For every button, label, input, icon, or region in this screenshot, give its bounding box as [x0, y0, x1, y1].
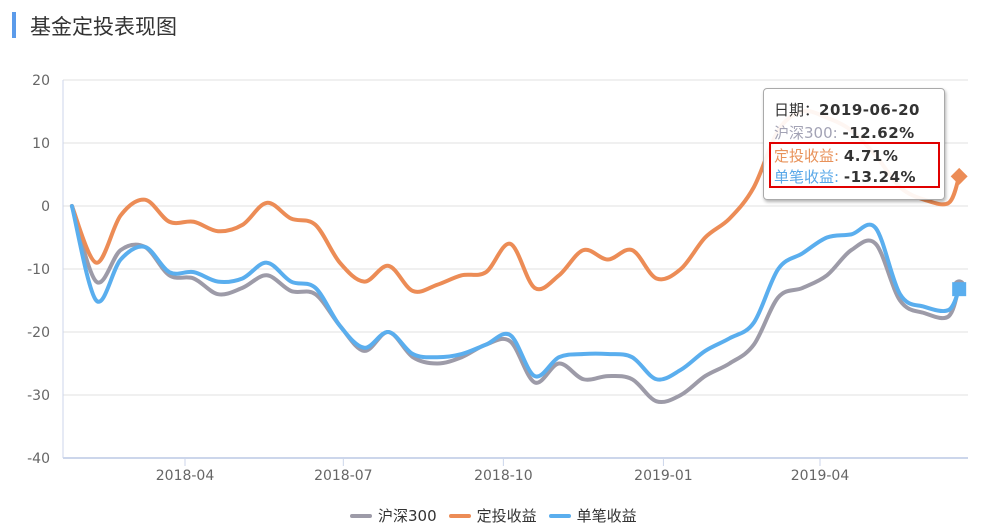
- legend-label-danbi: 单笔收益: [576, 507, 637, 525]
- chart-tooltip: 日期：2019-06-20 沪深300: -12.62% 定投收益: 4.71%…: [763, 88, 945, 200]
- tooltip-value-danbi: -13.24%: [843, 168, 917, 186]
- y-tick-label: 20: [32, 73, 50, 89]
- legend-label-dingtou: 定投收益: [476, 507, 537, 525]
- y-tick-label: -20: [27, 325, 50, 341]
- legend-item-danbi[interactable]: 单笔收益: [548, 505, 637, 526]
- tooltip-sep: :: [832, 124, 843, 142]
- x-tick-label: 2019-01: [634, 468, 693, 484]
- series-line-danbi: [69, 204, 962, 382]
- page-title: 基金定投表现图: [30, 15, 177, 39]
- x-tick-label: 2019-04: [791, 468, 850, 484]
- y-tick-label: -10: [27, 262, 50, 278]
- y-tick-label: 0: [41, 199, 50, 215]
- tooltip-value-hs300: -12.62%: [842, 124, 915, 142]
- title-accent-bar: [12, 12, 16, 38]
- x-tick-label: 2018-10: [474, 468, 533, 484]
- legend-item-hs300[interactable]: 沪深300: [350, 505, 437, 526]
- x-tick-label: 2018-07: [314, 468, 373, 484]
- tooltip-sep: :: [834, 168, 844, 186]
- series-line-hs300: [69, 204, 962, 405]
- y-tick-label: -40: [27, 451, 50, 467]
- tooltip-label-dingtou: 定投收益: [774, 147, 835, 165]
- tooltip-date-row: 日期：2019-06-20: [774, 99, 920, 120]
- x-tick-label: 2018-04: [156, 468, 215, 484]
- tooltip-value-dingtou: 4.71%: [843, 147, 899, 165]
- tooltip-row-dingtou: 定投收益: 4.71%: [774, 145, 898, 166]
- marker-square-danbi: [952, 282, 967, 297]
- tooltip-label-danbi: 单笔收益: [774, 168, 835, 186]
- legend-label-hs300: 沪深300: [378, 507, 437, 525]
- legend-item-dingtou[interactable]: 定投收益: [448, 505, 537, 526]
- legend-swatch-dingtou: [448, 513, 471, 518]
- tooltip-row-hs300: 沪深300: -12.62%: [774, 122, 915, 143]
- tooltip-date-label: 日期：: [774, 101, 820, 119]
- tooltip-date-value: 2019-06-20: [819, 101, 920, 119]
- y-tick-label: 10: [32, 136, 50, 152]
- legend-swatch-hs300: [350, 513, 372, 518]
- tooltip-sep: :: [834, 147, 844, 165]
- chart-legend: 沪深300 定投收益 单笔收益: [350, 505, 637, 526]
- tooltip-label-hs300: 沪深300: [774, 124, 833, 142]
- y-tick-label: -30: [27, 388, 50, 404]
- tooltip-row-danbi: 单笔收益: -13.24%: [774, 166, 916, 187]
- marker-diamond-dingtou: [950, 167, 968, 185]
- highlight-box: [769, 142, 940, 188]
- legend-swatch-danbi: [548, 513, 571, 518]
